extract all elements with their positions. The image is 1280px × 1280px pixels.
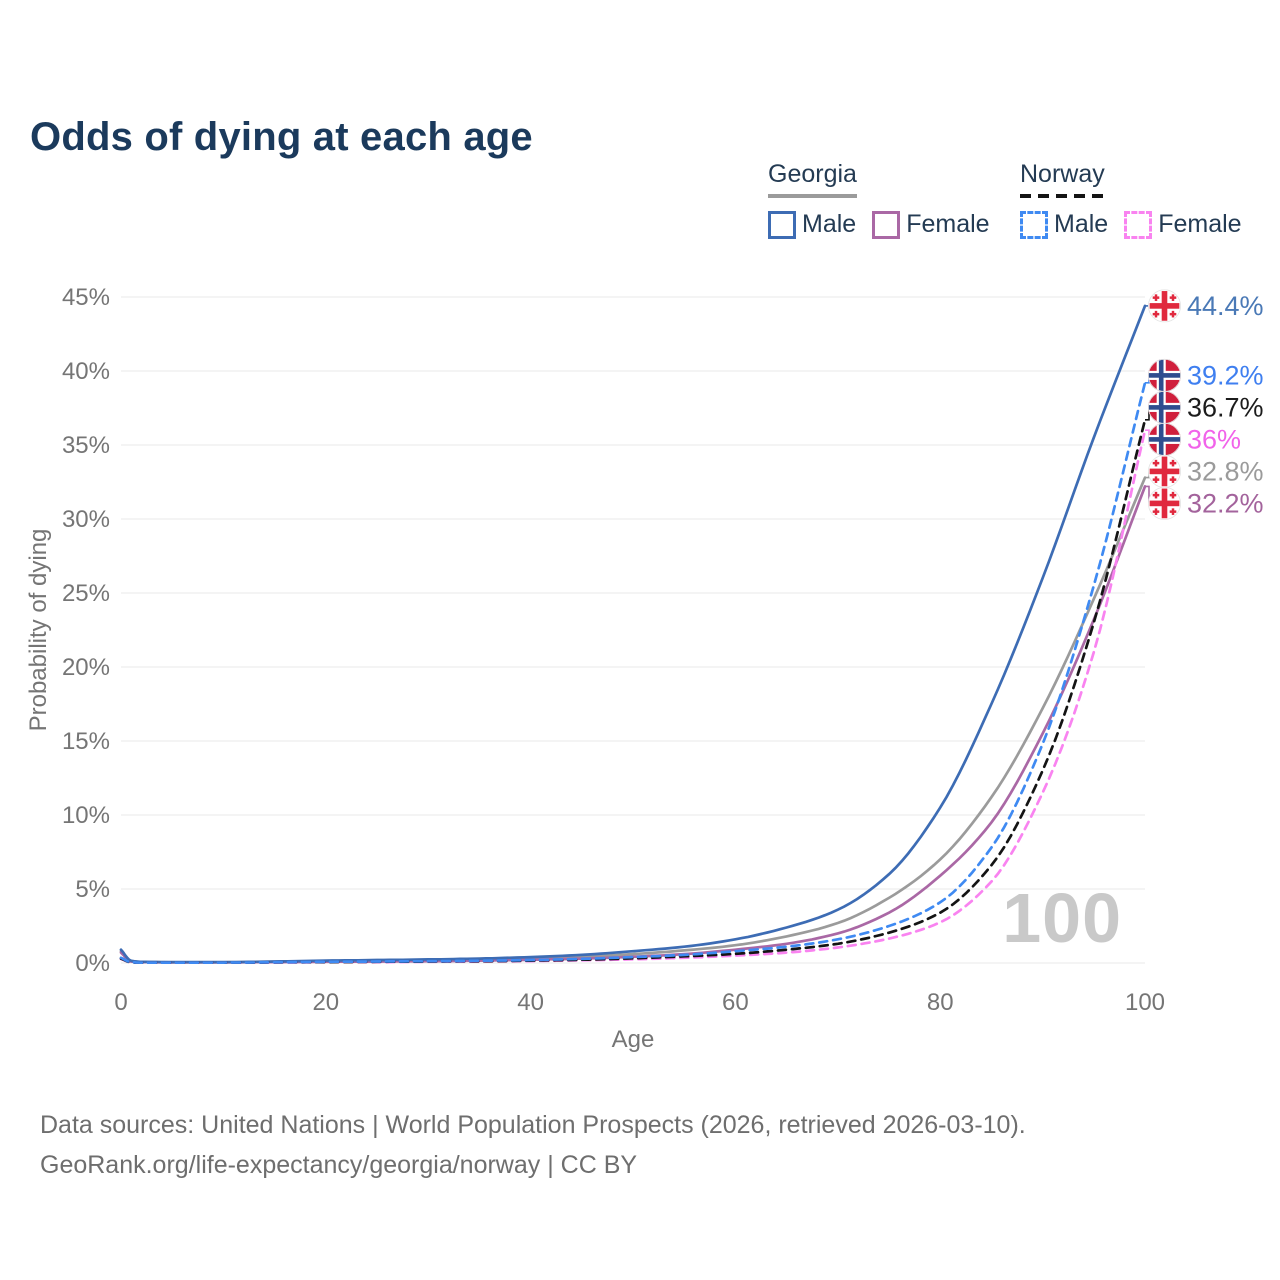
norway-line-style-key (1020, 194, 1105, 198)
georgia-flag-icon (1148, 487, 1180, 519)
y-axis-tick-labels: 0% 5% 10% 15% 20% 25% 30% 35% 40% 45% (62, 284, 110, 977)
y-tick-label: 20% (62, 654, 110, 681)
georgia-flag-icon (1148, 290, 1180, 322)
end-value-label: 44.4% (1187, 291, 1264, 321)
norway-flag-icon (1148, 391, 1181, 424)
norway-female-swatch-icon (1124, 210, 1153, 239)
page-title: Odds of dying at each age (30, 114, 533, 159)
legend-item-georgia-female[interactable]: Female (872, 210, 990, 239)
end-label-georgia-total: 32.8% (1148, 455, 1264, 487)
legend-group-label: Georgia (768, 160, 857, 188)
x-tick-label: 0 (114, 989, 127, 1016)
legend-item-label: Female (906, 210, 990, 238)
legend-item-georgia-male[interactable]: Male (768, 210, 856, 239)
x-tick-label: 20 (312, 989, 339, 1016)
x-axis-tick-labels: 0 20 40 60 80 100 (114, 989, 1165, 1016)
end-label-norway-female: 36% (1148, 423, 1241, 456)
end-value-label: 32.2% (1187, 488, 1264, 518)
legend-item-label: Female (1158, 210, 1242, 238)
y-tick-label: 30% (62, 506, 110, 533)
y-tick-label: 40% (62, 358, 110, 385)
y-tick-label: 0% (75, 950, 110, 977)
georgia-line-style-key (768, 194, 857, 198)
age-hover-indicator: 100 (1002, 879, 1122, 957)
georgia-female-swatch-icon (872, 210, 901, 239)
legend-group-title-georgia[interactable]: Georgia (768, 160, 857, 198)
y-tick-label: 35% (62, 432, 110, 459)
end-value-labels: 44.4% 39.2%36.7%36%32.8%32.2% (1148, 290, 1264, 520)
y-tick-label: 10% (62, 802, 110, 829)
x-tick-label: 40 (517, 989, 544, 1016)
legend-group-georgia: Georgia Male Female (768, 160, 1006, 239)
legend-item-norway-male[interactable]: Male (1020, 210, 1108, 239)
footer: Data sources: United Nations | World Pop… (40, 1105, 1026, 1185)
legend-group-label: Norway (1020, 160, 1105, 188)
curve-georgia-female[interactable] (119, 485, 1147, 964)
y-tick-label: 5% (75, 876, 110, 903)
georgia-male-swatch-icon (768, 210, 796, 239)
x-axis-title: Age (612, 1026, 655, 1053)
end-label-norway-total: 36.7% (1148, 391, 1264, 424)
legend-item-label: Male (1054, 210, 1109, 238)
norway-flag-icon (1148, 423, 1181, 456)
legend-item-label: Male (802, 210, 857, 238)
curve-georgia-total[interactable] (119, 476, 1147, 964)
mortality-curves (119, 304, 1147, 965)
end-label-norway-male: 39.2% (1148, 359, 1264, 392)
y-tick-label: 45% (62, 284, 110, 311)
y-axis-title: Probability of dying (25, 529, 52, 732)
end-label-georgia-male: 44.4% (1148, 290, 1264, 322)
curve-norway-male[interactable] (119, 381, 1147, 964)
norway-flag-icon (1148, 359, 1181, 392)
y-tick-label: 25% (62, 580, 110, 607)
x-tick-label: 80 (927, 989, 954, 1016)
legend-group-title-norway[interactable]: Norway (1020, 160, 1105, 198)
data-source-note: Data sources: United Nations | World Pop… (40, 1111, 1026, 1139)
legend-item-norway-female[interactable]: Female (1124, 210, 1242, 239)
legend-group-norway: Norway Male Female (1020, 160, 1258, 239)
end-value-label: 32.8% (1187, 456, 1264, 486)
norway-male-swatch-icon (1020, 210, 1048, 239)
curve-norway-female[interactable] (119, 428, 1147, 965)
attribution-note: GeoRank.org/life-expectancy/georgia/norw… (40, 1151, 638, 1179)
end-label-georgia-female: 32.2% (1148, 487, 1264, 519)
x-tick-label: 100 (1125, 989, 1165, 1016)
end-value-label: 36% (1187, 424, 1241, 454)
georgia-flag-icon (1148, 455, 1180, 487)
x-tick-label: 60 (722, 989, 749, 1016)
end-value-label: 36.7% (1187, 392, 1264, 422)
end-value-label: 39.2% (1187, 360, 1264, 390)
y-tick-label: 15% (62, 728, 110, 755)
mortality-line-chart[interactable]: 0% 5% 10% 15% 20% 25% 30% 35% 40% 45% 0 20 40 60 80 10… (0, 0, 1280, 1080)
